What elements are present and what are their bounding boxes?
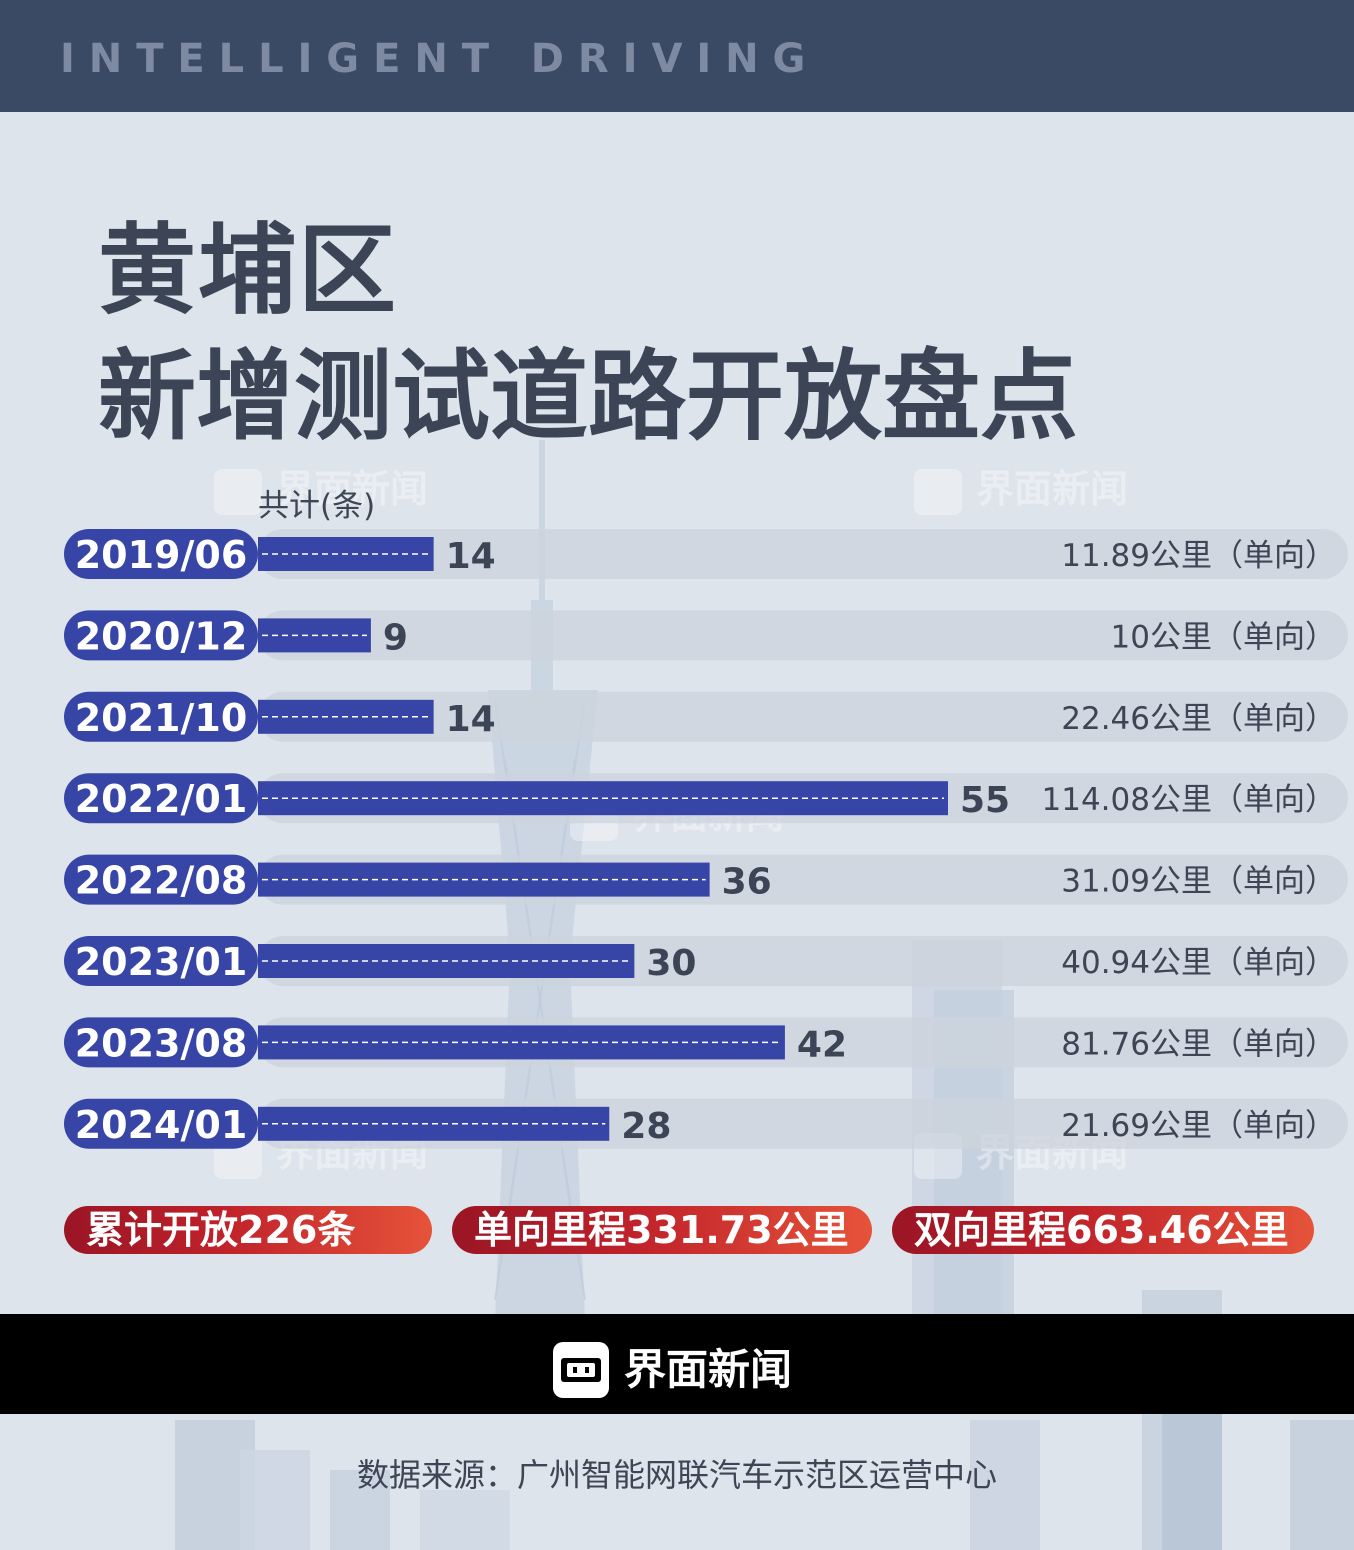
value-axis-label: 共计(条) <box>258 488 376 524</box>
distance-label: 11.89公里（单向） <box>1061 538 1336 574</box>
jiemian-logo-icon <box>214 468 262 515</box>
footer-brand-name: 界面新闻 <box>624 1345 793 1394</box>
date-pill <box>64 1098 258 1149</box>
bar-value-label: 55 <box>960 780 1010 821</box>
date-pill <box>64 529 258 579</box>
date-pill <box>64 773 258 824</box>
date-label: 2023/01 <box>75 940 248 984</box>
watermark: 界面新闻 <box>914 458 1128 515</box>
date-label: 2024/01 <box>75 1103 248 1147</box>
bar-value-label: 14 <box>446 536 496 577</box>
date-pill <box>64 854 258 905</box>
distance-label: 40.94公里（单向） <box>1061 945 1336 981</box>
bar-track <box>258 691 1348 742</box>
date-label: 2020/12 <box>75 614 248 658</box>
date-label: 2021/10 <box>75 696 248 740</box>
distance-label: 21.69公里（单向） <box>1061 1108 1336 1144</box>
header-banner: I N T E L L I G E N T D R I V I N G <box>0 0 1354 112</box>
watermark: 界面新闻 <box>214 458 428 515</box>
bar-track <box>258 529 1348 579</box>
two-way-mileage-pill: 双向里程663.46公里 <box>892 1206 1314 1254</box>
distance-label: 114.08公里（单向） <box>1042 782 1336 818</box>
bar-track <box>258 610 1348 661</box>
date-label: 2022/08 <box>75 859 248 903</box>
bar-value-label: 42 <box>797 1024 847 1065</box>
date-pill <box>64 1017 258 1068</box>
bar-value-label: 36 <box>722 862 772 903</box>
date-pill <box>64 936 258 986</box>
jiemian-logo-icon <box>914 468 962 515</box>
distance-label: 22.46公里（单向） <box>1061 701 1336 737</box>
bar-value-label: 28 <box>621 1106 671 1147</box>
distance-label: 81.76公里（单向） <box>1061 1026 1336 1062</box>
date-label: 2022/01 <box>75 777 248 821</box>
bar-value-label: 14 <box>446 699 496 740</box>
footer-brand-bar: 界面新闻 <box>0 1314 1354 1414</box>
jiemian-logo-icon <box>553 1342 609 1398</box>
totals-row: 累计开放226条 单向里程331.73公里 双向里程663.46公里 <box>0 1200 1354 1260</box>
date-pill <box>64 610 258 661</box>
road-opening-bar-chart: 2019/06 14 11.89公里（单向） 2020/12 9 10公里（单向） 2021… <box>64 529 1348 1149</box>
distance-label: 10公里（单向） <box>1111 619 1336 655</box>
distance-label: 31.09公里（单向） <box>1061 864 1336 900</box>
bar-value-label: 9 <box>383 617 408 658</box>
date-label: 2019/06 <box>75 533 248 577</box>
banner-text: I N T E L L I G E N T D R I V I N G <box>60 36 806 82</box>
date-pill <box>64 691 258 742</box>
date-label: 2023/08 <box>75 1021 248 1065</box>
data-source: 数据来源：广州智能网联汽车示范区运营中心 <box>356 1456 997 1494</box>
one-way-mileage-pill: 单向里程331.73公里 <box>452 1206 872 1254</box>
bar-value-label: 30 <box>646 943 696 984</box>
total-roads-pill: 累计开放226条 <box>64 1206 432 1254</box>
page-title-line2: 新增测试道路开放盘点 <box>98 340 1079 454</box>
page-title-line1: 黄埔区 <box>98 214 399 328</box>
